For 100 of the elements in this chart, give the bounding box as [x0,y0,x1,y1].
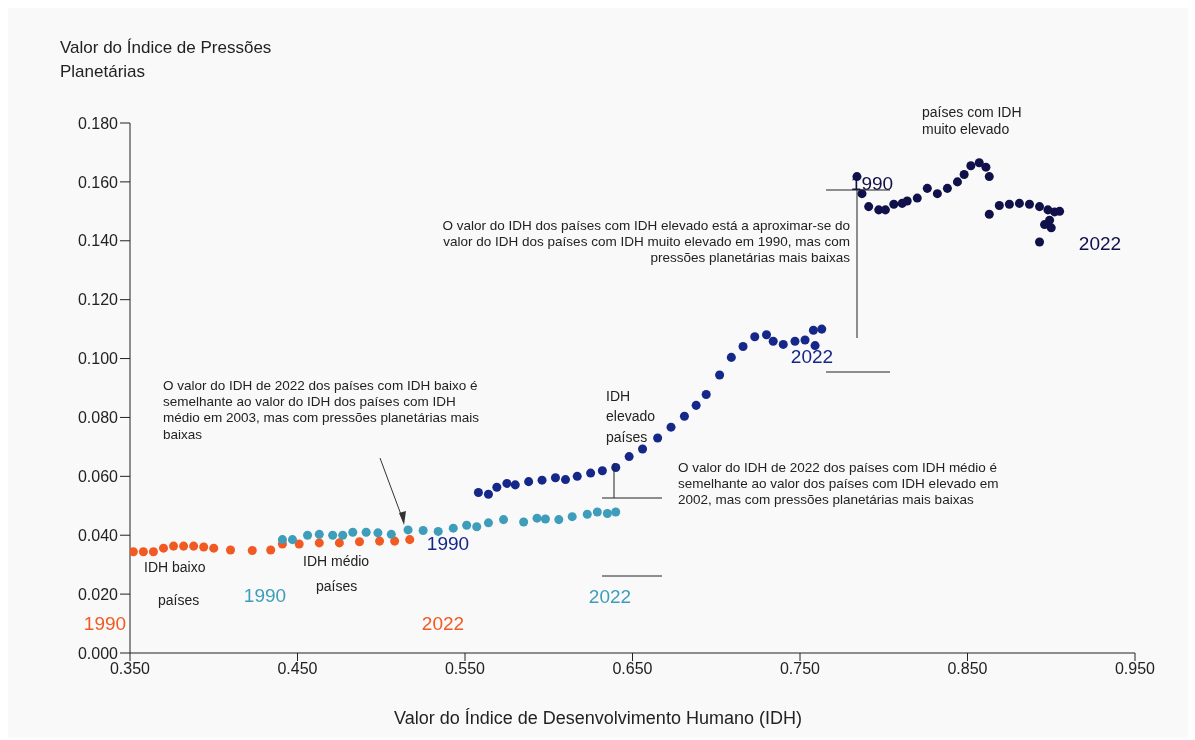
point [1035,202,1045,212]
point [169,541,179,551]
point [974,158,984,168]
point [148,547,158,557]
y-tick-label: 0.020 [77,585,119,603]
point [524,477,534,487]
point [1045,215,1055,225]
x-tick-label: 0.550 [444,660,486,678]
point [624,452,634,462]
point [952,177,962,187]
y-tick-label: 0.140 [77,232,119,250]
point [179,541,189,551]
point [984,172,994,182]
point [519,517,529,527]
point [510,480,520,490]
point [403,525,413,535]
point [532,513,542,523]
point [810,341,820,351]
point [942,183,952,193]
x-tick-label: 0.850 [947,660,988,678]
point [266,545,276,555]
point [1014,198,1024,208]
y-tick-label: 0.040 [77,526,119,544]
annotation: O valor do IDH de 2022 dos países com IDH baixo é semelhante ao valor do IDH dos países com IDH médio em 2003, mas com pressões planetárias mais baixas [163,378,480,443]
point [679,411,689,421]
point [800,335,810,345]
point [981,162,991,172]
point [768,336,778,346]
y-tick-label: 0.060 [77,468,119,486]
point [130,547,138,557]
point [492,482,502,492]
x-axis-title: Valor do Índice de Desenvolvimento Humano (IDH) [393,708,803,729]
point [540,514,550,524]
point [778,339,788,349]
point [483,489,493,499]
point [817,324,827,334]
point [448,523,458,533]
annotation: 2022 [789,346,835,368]
annotation: IDH médio [303,553,371,570]
point [994,200,1004,210]
point [984,209,994,219]
point [1046,223,1056,233]
point [602,508,612,518]
point [932,189,942,199]
x-tick-label: 0.750 [779,660,821,678]
point [418,526,428,536]
point [473,488,483,498]
point [199,542,209,552]
point [808,325,818,335]
point [902,196,912,206]
point [611,507,621,517]
point [790,336,800,346]
annotation: 2022 [587,586,633,608]
point [314,538,324,548]
point [499,515,509,525]
annotation: IDH elevado países [606,387,657,447]
annotation: O valor do IDH de 2022 dos países com IDH médio é semelhante ao valor dos países com IDH elevado em 2002, mas com pressões planetárias mais baixas [678,460,1000,509]
point [277,535,287,545]
point [390,536,400,546]
point [597,466,607,476]
point [354,537,364,547]
x-tick-label: 0.350 [109,660,151,678]
point [334,538,344,548]
point [554,515,564,525]
point [247,546,257,556]
point [1004,199,1014,209]
point [294,539,304,549]
point [303,530,313,540]
y-tick-label: 0.180 [77,114,119,132]
point [582,509,592,519]
annotation: 1990 [242,585,288,607]
y-tick-label: 0.100 [77,350,119,368]
x-tick-label: 0.450 [277,660,318,678]
point [338,530,348,540]
point [138,547,148,557]
y-tick-label: 0.000 [77,644,119,662]
annotation: 1990 [425,533,471,555]
point [375,536,385,546]
point [959,170,969,180]
point [405,535,415,545]
x-tick-label: 0.950 [1114,660,1156,678]
point [592,507,602,517]
point [472,522,482,532]
point [761,330,772,340]
text: 1990 [82,613,128,635]
y-tick-label: 0.160 [77,173,119,191]
point [560,475,571,485]
point [726,352,736,362]
point [864,202,874,212]
point [572,471,582,481]
point [361,527,371,537]
x-tick-label: 0.650 [612,660,653,678]
y-axis-title: Valor do Índice de Pressões Planetárias [60,37,273,83]
annotation: IDH baixo [144,559,207,576]
point [638,444,648,454]
point [328,530,338,540]
point [537,475,547,485]
point [462,520,472,530]
point [1035,237,1045,247]
point [1024,199,1034,209]
